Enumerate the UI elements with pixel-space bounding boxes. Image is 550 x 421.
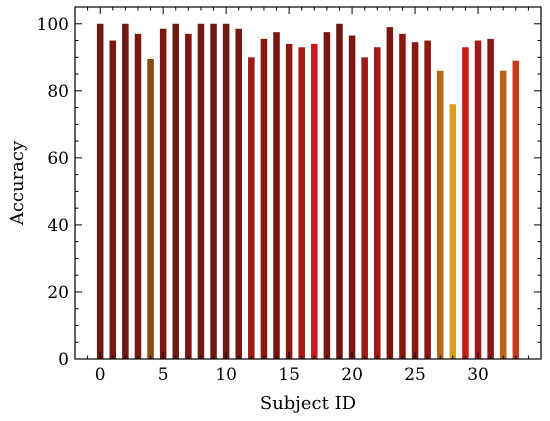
y-tick-label: 20 [47,283,69,303]
bar-subject-25 [411,42,419,359]
y-tick-label: 60 [47,149,69,169]
ticks [74,6,542,360]
bar-subject-23 [386,27,394,360]
bar-subject-4 [147,58,154,360]
bar-subject-26 [424,40,431,360]
bar-subject-18 [323,32,331,359]
bar-subject-13 [260,38,268,359]
x-tick-label: 0 [95,365,106,385]
bar-subject-19 [336,23,343,359]
x-tick-label: 10 [215,365,237,385]
bar-subject-15 [285,43,293,359]
bar-subject-31 [487,38,494,359]
bar-subject-27 [436,70,444,359]
y-tick-label: 40 [47,216,69,236]
bar-subject-10 [222,23,230,359]
bar-subject-11 [235,28,243,359]
bar-subject-30 [474,40,482,360]
bar-subject-7 [185,33,192,359]
bar-subject-22 [374,47,381,359]
bar-subject-20 [348,35,356,359]
x-tick-labels: 0 5 10 15 20 25 30 [95,365,489,385]
plot-frame [74,6,542,360]
bar-subject-1 [109,40,117,360]
bar-subject-3 [134,33,142,359]
y-tick-labels: 0 20 40 60 80 100 [37,15,69,370]
x-tick-label: 15 [278,365,300,385]
bar-subject-9 [210,23,217,359]
bar-subject-33 [512,60,520,359]
bar-subject-17 [311,43,318,359]
x-axis-label: Subject ID [260,393,356,414]
bar-subject-2 [122,23,129,359]
bar-subject-28 [449,104,457,359]
y-tick-label: 100 [37,15,69,35]
x-tick-label: 5 [158,365,169,385]
bar-subject-8 [197,23,205,359]
bars [96,23,520,360]
bar-subject-12 [248,57,255,359]
bar-subject-5 [159,28,167,359]
bar-subject-24 [399,33,406,359]
x-tick-label: 30 [467,365,489,385]
y-tick-label: 80 [47,82,69,102]
bar-subject-32 [499,70,507,359]
bar-subject-6 [172,23,180,359]
y-tick-label: 0 [58,350,69,370]
bar-subject-16 [298,47,305,359]
x-tick-label: 20 [341,365,363,385]
y-axis-label: Accuracy [7,140,28,226]
bar-subject-21 [361,57,368,359]
bar-subject-0 [96,23,104,359]
x-tick-label: 25 [404,365,426,385]
bar-subject-14 [273,32,280,359]
bar-subject-29 [462,47,469,359]
